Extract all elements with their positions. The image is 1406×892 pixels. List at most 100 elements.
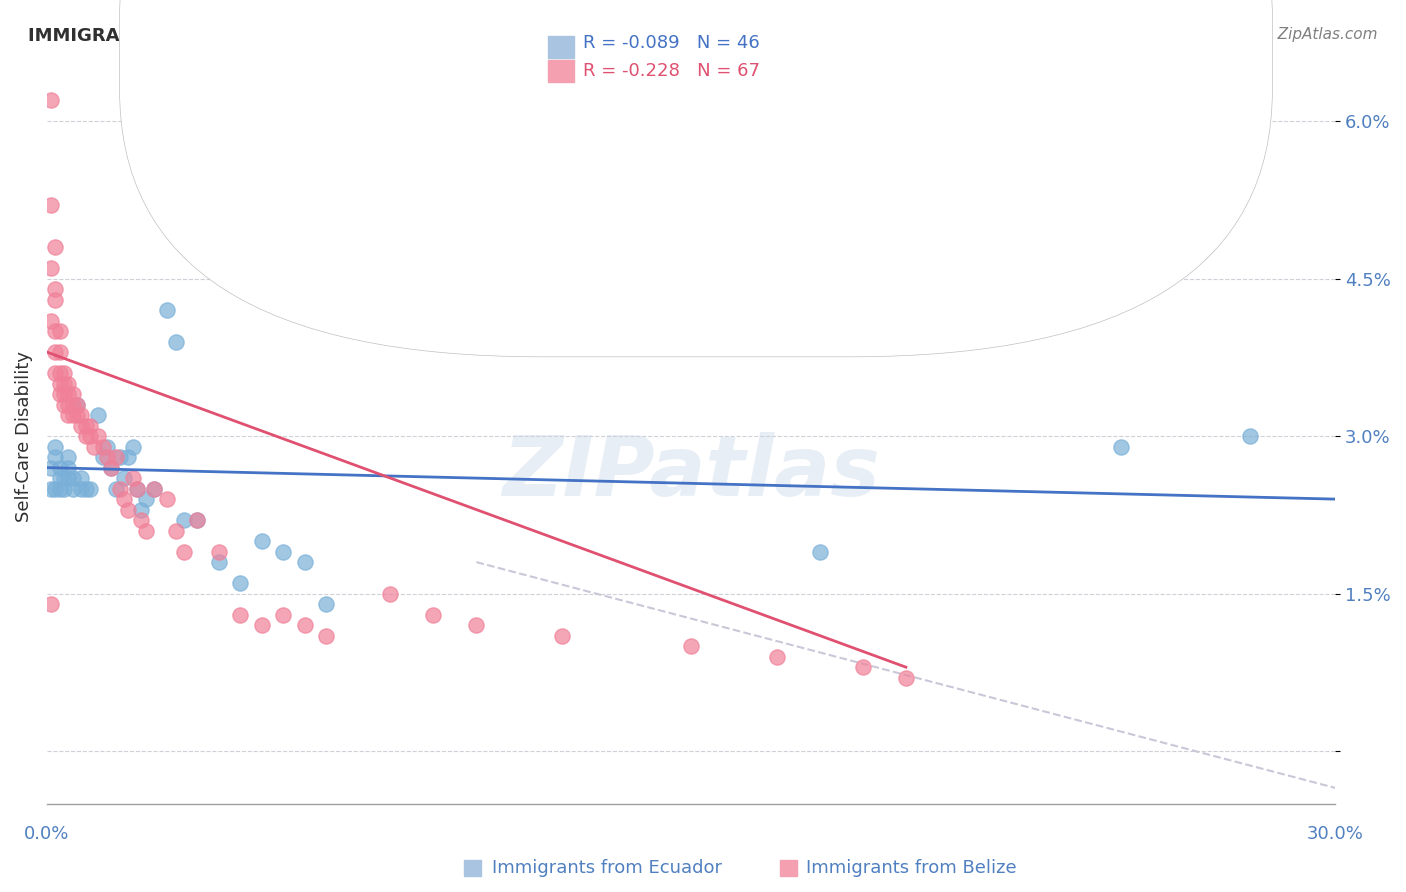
Point (70, 418, 93, 433)
Text: Immigrants from Ecuador: Immigrants from Ecuador (492, 859, 723, 877)
Point (808, 544, 831, 558)
Point (53, 387, 76, 401)
Point (62, 398, 84, 412)
Point (100, 460, 122, 475)
Point (70, 482, 93, 496)
Point (49, 482, 72, 496)
Point (79, 482, 101, 496)
Point (108, 450, 131, 464)
Point (44, 345, 66, 359)
Point (79, 429, 101, 443)
Point (49, 366, 72, 380)
Point (44, 324, 66, 338)
Point (143, 482, 166, 496)
Point (91, 450, 114, 464)
Point (39, 313, 62, 327)
Point (125, 482, 148, 496)
Point (70, 408, 93, 422)
Point (121, 440, 143, 454)
Point (165, 334, 187, 349)
Point (229, 607, 252, 622)
Point (681, 639, 703, 653)
Point (208, 544, 231, 558)
Text: 0.0%: 0.0% (24, 825, 69, 843)
Point (1109, 440, 1132, 454)
Point (229, 576, 252, 591)
Point (104, 450, 127, 464)
Point (39, 198, 62, 212)
Point (49, 376, 72, 391)
Point (49, 324, 72, 338)
Point (91, 440, 114, 454)
Point (49, 345, 72, 359)
Point (39, 597, 62, 611)
Point (49, 460, 72, 475)
Point (315, 597, 337, 611)
Text: 30.0%: 30.0% (1308, 825, 1364, 843)
Point (165, 524, 187, 538)
Point (465, 618, 488, 632)
Point (135, 492, 157, 507)
Point (58, 471, 80, 485)
Point (58, 460, 80, 475)
Text: ZIPatlas: ZIPatlas (502, 433, 880, 514)
Text: Source: ZipAtlas.com: Source: ZipAtlas.com (1215, 27, 1378, 42)
Point (156, 303, 179, 318)
Point (44, 482, 66, 496)
Text: R = -0.228   N = 67: R = -0.228 N = 67 (583, 62, 761, 80)
Point (39, 460, 62, 475)
Text: R = -0.089   N = 46: R = -0.089 N = 46 (583, 34, 761, 52)
Point (49, 387, 72, 401)
Point (62, 387, 84, 401)
Point (173, 544, 195, 558)
Point (186, 513, 208, 527)
Point (250, 618, 273, 632)
Point (58, 408, 80, 422)
Point (551, 629, 574, 643)
Point (104, 482, 127, 496)
Point (422, 607, 444, 622)
Point (852, 660, 875, 674)
Point (44, 450, 66, 464)
Point (186, 513, 208, 527)
Point (79, 418, 101, 433)
Point (766, 649, 789, 664)
Point (44, 293, 66, 307)
Point (96, 440, 118, 454)
Point (62, 408, 84, 422)
Point (117, 502, 139, 516)
Point (58, 376, 80, 391)
Point (294, 618, 316, 632)
Point (83, 440, 105, 454)
Point (53, 398, 76, 412)
Point (49, 471, 72, 485)
Point (173, 513, 195, 527)
Point (100, 460, 122, 475)
Point (131, 513, 153, 527)
Point (53, 482, 76, 496)
Point (39, 261, 62, 276)
Point (44, 440, 66, 454)
Point (66, 398, 89, 412)
Text: Immigrants from Belize: Immigrants from Belize (806, 859, 1017, 877)
Point (58, 398, 80, 412)
Point (44, 366, 66, 380)
Point (112, 471, 135, 485)
Point (894, 671, 917, 685)
Point (75, 418, 97, 433)
Point (62, 482, 84, 496)
Point (315, 629, 337, 643)
Point (58, 450, 80, 464)
Point (271, 544, 294, 558)
Point (135, 524, 157, 538)
Point (70, 471, 93, 485)
Point (112, 492, 135, 507)
Point (66, 398, 89, 412)
Point (87, 408, 110, 422)
Point (1239, 429, 1261, 443)
Point (156, 492, 179, 507)
Point (208, 555, 231, 569)
Point (44, 240, 66, 254)
Point (75, 482, 97, 496)
Point (39, 482, 62, 496)
